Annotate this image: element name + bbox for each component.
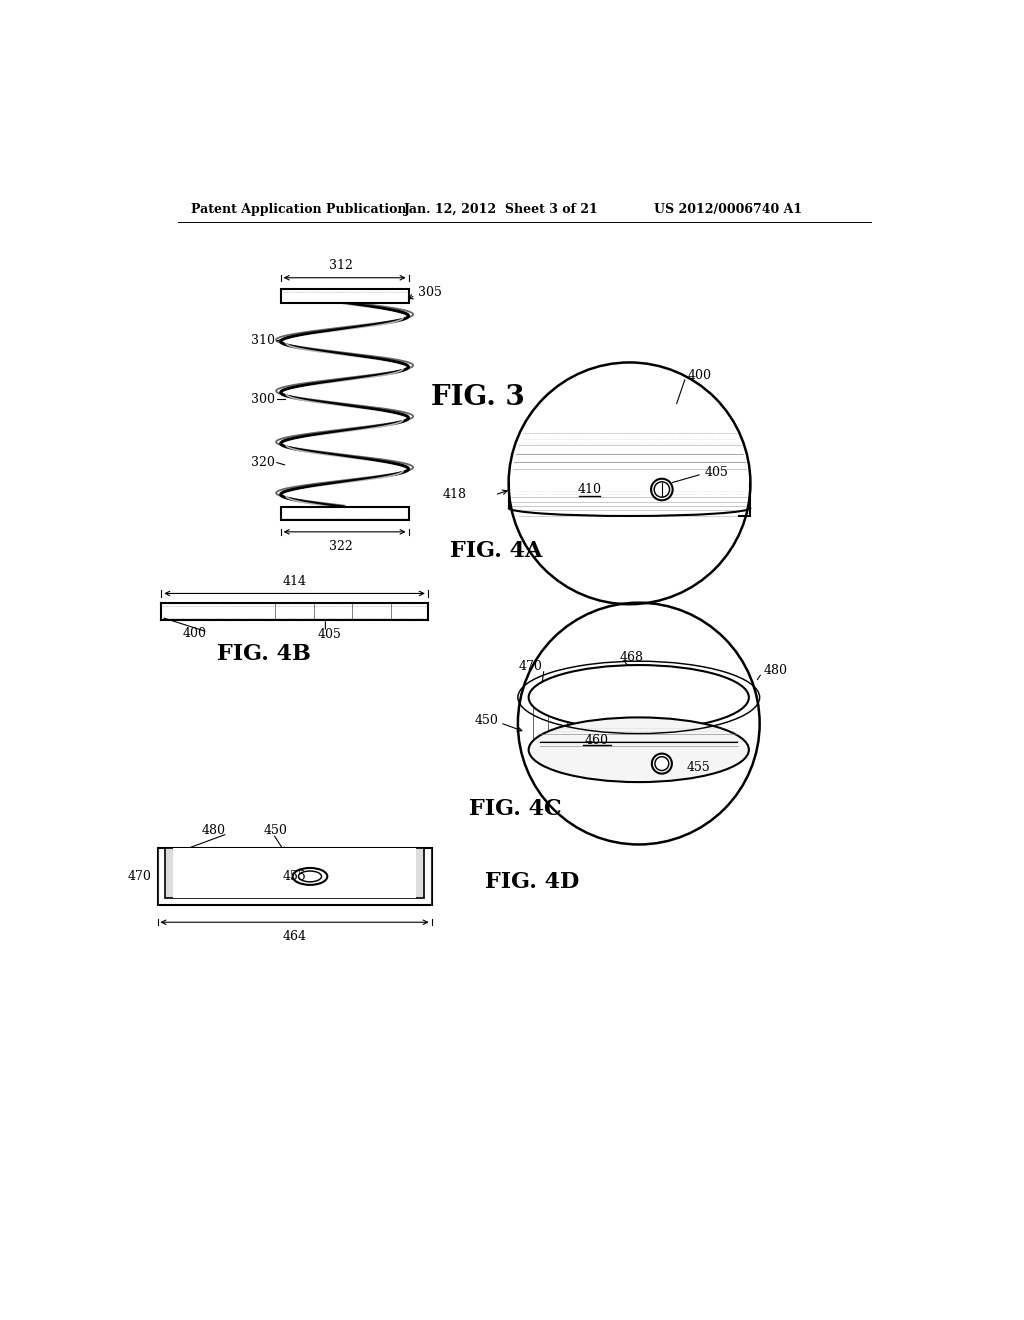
- Text: Patent Application Publication: Patent Application Publication: [190, 203, 407, 216]
- Text: 400: 400: [687, 370, 712, 381]
- Text: 300: 300: [251, 393, 275, 407]
- Ellipse shape: [528, 718, 749, 781]
- Bar: [281, 289, 409, 304]
- Text: 455: 455: [283, 870, 306, 883]
- Text: US 2012/0006740 A1: US 2012/0006740 A1: [654, 203, 802, 216]
- Text: 455: 455: [686, 760, 711, 774]
- Text: 312: 312: [329, 259, 352, 272]
- Circle shape: [651, 479, 673, 500]
- Text: 480: 480: [202, 824, 225, 837]
- Text: 470: 470: [518, 660, 543, 673]
- Bar: [158, 847, 432, 906]
- Text: FIG. 4B: FIG. 4B: [217, 643, 310, 664]
- Text: 405: 405: [317, 628, 342, 640]
- Text: 305: 305: [418, 286, 441, 298]
- Bar: [165, 847, 424, 898]
- Ellipse shape: [298, 871, 322, 882]
- Text: 460: 460: [585, 734, 608, 747]
- Circle shape: [652, 754, 672, 774]
- Text: FIG. 4D: FIG. 4D: [484, 871, 579, 894]
- Text: FIG. 4C: FIG. 4C: [469, 799, 562, 820]
- Text: 450: 450: [475, 714, 499, 727]
- Text: 418: 418: [442, 488, 466, 502]
- Text: 310: 310: [251, 334, 275, 347]
- Text: 470: 470: [127, 870, 152, 883]
- Text: 405: 405: [705, 466, 728, 479]
- Text: 468: 468: [620, 651, 643, 664]
- Bar: [173, 847, 416, 898]
- Text: 464: 464: [283, 929, 306, 942]
- Text: Jan. 12, 2012  Sheet 3 of 21: Jan. 12, 2012 Sheet 3 of 21: [403, 203, 599, 216]
- Text: 320: 320: [252, 455, 275, 469]
- Bar: [281, 507, 409, 520]
- Ellipse shape: [528, 665, 749, 730]
- Text: 400: 400: [183, 627, 207, 640]
- Text: FIG. 3: FIG. 3: [431, 384, 524, 411]
- Text: 410: 410: [578, 483, 601, 496]
- Text: 322: 322: [329, 540, 352, 553]
- Ellipse shape: [293, 869, 328, 884]
- Text: FIG. 4A: FIG. 4A: [451, 540, 543, 562]
- Text: 450: 450: [264, 824, 288, 837]
- Text: 414: 414: [283, 576, 306, 589]
- Text: 480: 480: [764, 664, 787, 677]
